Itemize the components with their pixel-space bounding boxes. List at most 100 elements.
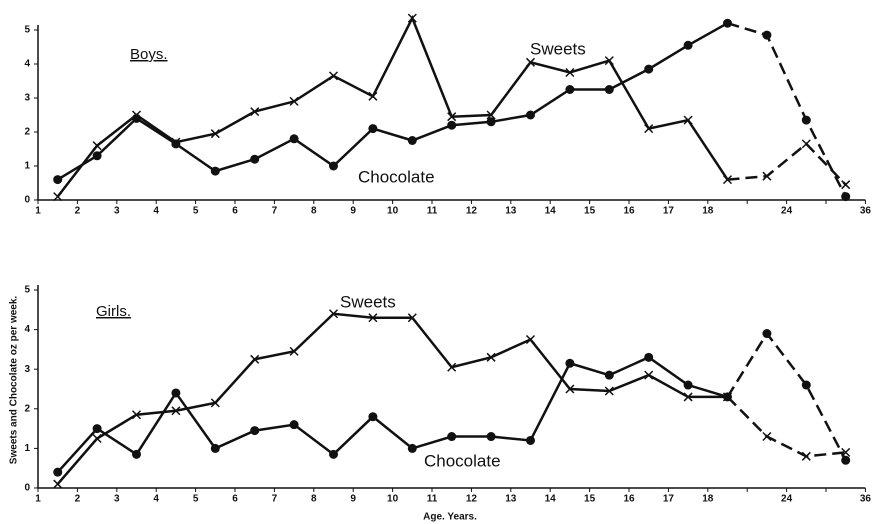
data-point [171, 406, 181, 416]
data-point [447, 112, 457, 122]
data-point [447, 362, 457, 372]
data-point [565, 85, 575, 94]
data-point [250, 426, 260, 436]
data-point [329, 161, 338, 171]
x-tick-label: 1 [35, 206, 41, 217]
y-tick-label: 0 [24, 195, 30, 206]
x-tick-label: 15 [584, 494, 596, 505]
data-point [526, 110, 535, 120]
data-point [447, 120, 457, 130]
y-tick-label: 0 [24, 483, 30, 494]
data-point [762, 171, 772, 181]
data-point [368, 412, 378, 422]
data-point [644, 370, 654, 380]
data-point [723, 18, 732, 28]
series-label: Sweets [340, 292, 396, 311]
data-point [250, 354, 260, 364]
data-point [644, 124, 654, 134]
data-point [289, 346, 299, 356]
series-line-dashed [727, 142, 847, 186]
data-point [250, 154, 260, 164]
data-point [801, 115, 811, 125]
x-tick-label: 36 [860, 494, 872, 505]
x-tick-label: 3 [114, 494, 120, 505]
data-point [171, 139, 181, 149]
x-tick-label: 6 [232, 494, 238, 505]
data-point [683, 392, 693, 402]
data-point [289, 96, 299, 106]
data-point [210, 129, 220, 139]
x-tick-label: 8 [311, 494, 317, 505]
x-tick-label: 10 [387, 494, 399, 505]
panel-label: Girls. [96, 303, 131, 320]
data-point [210, 443, 220, 453]
y-tick-label: 3 [24, 93, 30, 104]
x-tick-label: 24 [781, 494, 793, 505]
data-point [801, 451, 811, 461]
x-tick-label: 6 [232, 206, 238, 217]
x-tick-label: 2 [75, 494, 81, 505]
data-point [407, 443, 417, 453]
data-point [210, 398, 220, 408]
x-tick-label: 9 [350, 206, 356, 217]
data-point [604, 85, 614, 94]
series-label: Chocolate [358, 167, 435, 186]
data-point [604, 56, 614, 66]
x-tick-label: 36 [860, 206, 872, 217]
y-tick-label: 1 [24, 161, 30, 172]
data-point [329, 449, 338, 459]
data-point [53, 175, 63, 185]
y-tick-label: 2 [24, 403, 30, 414]
data-point [250, 107, 260, 117]
data-point [525, 334, 536, 345]
data-point [53, 479, 63, 489]
data-point [841, 180, 851, 190]
data-point [407, 313, 417, 323]
x-tick-label: 17 [663, 494, 675, 505]
data-point [565, 384, 575, 394]
x-axis-label: Age. Years. [423, 512, 477, 523]
y-tick-label: 4 [24, 324, 30, 335]
data-point [328, 309, 339, 319]
data-point [604, 370, 614, 380]
data-point [171, 388, 181, 398]
data-point [368, 124, 378, 134]
x-tick-label: 7 [272, 206, 278, 217]
data-point [723, 392, 732, 402]
data-point [565, 67, 575, 78]
series-line [57, 22, 729, 181]
data-point [53, 467, 63, 477]
y-tick-label: 3 [24, 364, 30, 375]
x-tick-label: 13 [505, 206, 517, 217]
x-tick-label: 7 [272, 494, 278, 505]
x-tick-label: 13 [505, 494, 517, 505]
x-tick-label: 16 [623, 206, 635, 217]
x-tick-label: 5 [193, 494, 199, 505]
panel-label: Boys. [130, 46, 168, 63]
data-point [683, 115, 693, 125]
data-point [132, 449, 141, 459]
data-point [762, 329, 772, 339]
data-point [368, 313, 378, 323]
data-point [447, 432, 457, 442]
series-line [56, 15, 729, 198]
series-line-dashed [726, 331, 847, 461]
x-tick-label: 18 [702, 206, 714, 217]
data-point [604, 386, 614, 396]
series-label: Sweets [530, 39, 586, 58]
x-tick-label: 3 [114, 206, 120, 217]
x-tick-label: 4 [153, 494, 159, 505]
x-tick-label: 18 [702, 494, 714, 505]
x-tick-label: 12 [466, 494, 478, 505]
data-point [841, 455, 851, 465]
data-point [526, 435, 535, 445]
x-tick-label: 11 [427, 494, 438, 505]
data-point [210, 166, 220, 176]
data-point [525, 57, 536, 67]
y-tick-label: 2 [24, 127, 30, 138]
data-point [762, 30, 772, 40]
data-point [131, 410, 142, 420]
x-tick-label: 1 [35, 494, 41, 505]
x-tick-label: 5 [193, 206, 199, 217]
